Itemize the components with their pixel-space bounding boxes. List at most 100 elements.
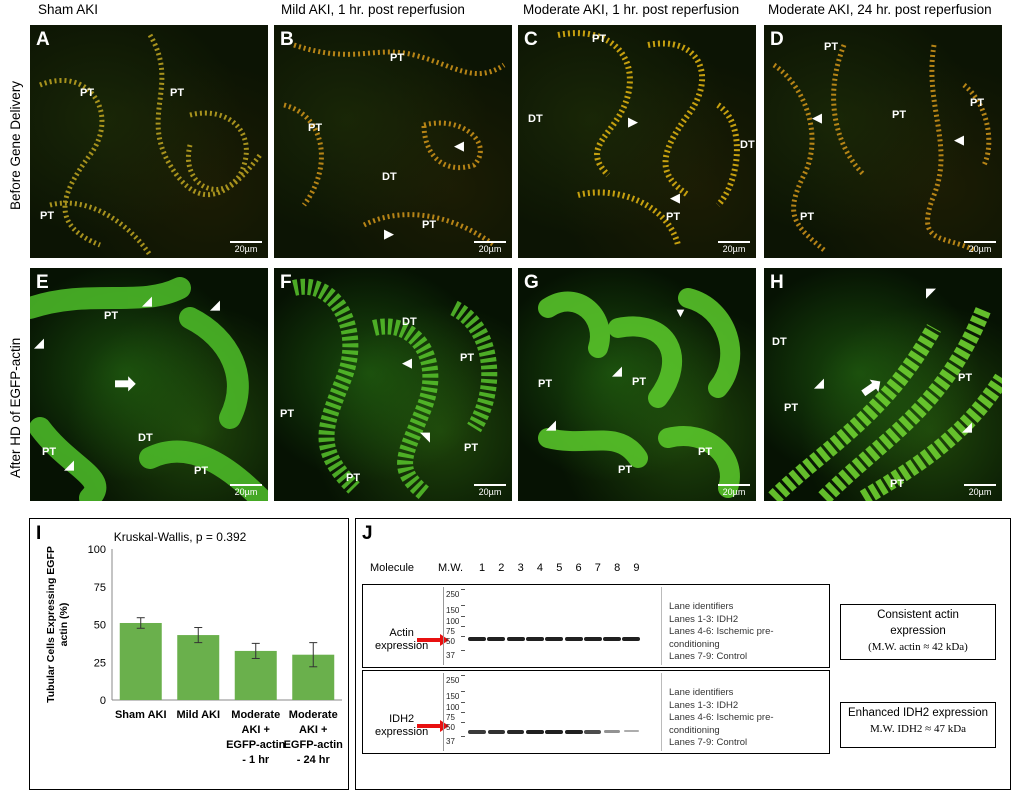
- tubule-outlines: [538, 288, 741, 498]
- mw-marker-label: 50: [446, 723, 455, 732]
- red-arrow-icon: [417, 720, 449, 732]
- blot-band: [506, 637, 525, 641]
- panel-i-chart-box: I Kruskal-Wallis, p = 0.392 0 25 50 75 100 Tub…: [29, 518, 349, 790]
- arrowhead-icon: ◢: [962, 419, 972, 434]
- blot-band: [468, 637, 486, 641]
- arrowhead-icon: ◢: [64, 457, 74, 472]
- tubule-label: DT: [528, 113, 543, 125]
- tubule-label: DT: [402, 316, 417, 328]
- mw-marker-label: 100: [446, 617, 460, 626]
- tubule-label: PT: [80, 87, 95, 99]
- panel-letter: G: [524, 272, 539, 293]
- micrograph-panel-f: F DT PT PT PT PT ◀ ◥ 20µm: [274, 268, 512, 501]
- mw-marker-label: 37: [446, 737, 455, 746]
- mw-tick: [461, 722, 465, 723]
- blot-band: [584, 730, 602, 734]
- tubule-label: PT: [824, 41, 839, 53]
- mw-marker-label: 150: [446, 606, 460, 615]
- blot-band: [468, 730, 486, 734]
- tubule-outlines: [283, 42, 506, 248]
- bar: [119, 622, 162, 700]
- bar: [234, 650, 277, 700]
- mw-marker-label: 75: [446, 713, 455, 722]
- y-tick-label: 75: [94, 582, 106, 594]
- mw-marker-label: 250: [446, 590, 460, 599]
- ladder-divider: [443, 673, 444, 751]
- arrowhead-icon: ▼: [674, 305, 687, 320]
- panel-letter: J: [362, 523, 373, 544]
- x-tick-label: Sham AKI: [115, 709, 167, 721]
- panel-letter: B: [280, 29, 294, 50]
- tubule-label: PT: [892, 109, 907, 121]
- blot-band: [583, 637, 602, 641]
- lane-number: 3: [517, 562, 524, 574]
- mw-marker-label: 150: [446, 692, 460, 701]
- scale-bar: 20µm: [230, 484, 262, 497]
- red-arrow-icon: [417, 634, 449, 646]
- tubule-label: DT: [382, 171, 397, 183]
- mw-tick: [461, 616, 465, 617]
- arrowhead-icon: ▶: [628, 114, 638, 129]
- lane-number: 7: [594, 562, 601, 574]
- mw-tick: [461, 605, 465, 606]
- tubule-label: PT: [592, 33, 607, 45]
- arrowhead-icon: ◤: [926, 285, 936, 300]
- x-tick-label: Mild AKI: [176, 709, 220, 721]
- micrograph-panel-e: E PT DT PT PT ◢ ◢ ◢ ◢ ➡ 20µm: [30, 268, 268, 501]
- arrowhead-icon: ◢: [612, 363, 622, 378]
- arrowhead-icon: ◀: [670, 190, 680, 205]
- blot-band: [604, 730, 620, 733]
- tubule-label: PT: [970, 97, 985, 109]
- arrowhead-icon: ◢: [34, 335, 44, 350]
- mw-tick: [461, 691, 465, 692]
- lane-legend: Lane identifiers Lanes 1-3: IDH2 Lanes 4-6…: [669, 601, 774, 662]
- blot-band: [564, 730, 583, 734]
- x-tick-label: Moderate AKI + EGFP-actin - 24 hr: [284, 709, 344, 766]
- y-tick-label: 50: [94, 620, 106, 632]
- mw-header: M.W.: [438, 562, 464, 574]
- arrowhead-icon: ◀: [954, 132, 964, 147]
- tubule-label: PT: [280, 408, 295, 420]
- y-tick-label: 100: [88, 544, 106, 556]
- tubule-label: PT: [618, 464, 633, 476]
- tubule-label: PT: [40, 210, 55, 222]
- column-header-moderate-1hr: Moderate AKI, 1 hr. post reperfusion: [523, 2, 740, 17]
- mw-tick: [461, 636, 465, 637]
- lane-number: 8: [614, 562, 621, 574]
- result-note: Enhanced IDH2 expression M.W. IDH2 ≈ 47 k…: [840, 702, 996, 748]
- blot-band: [545, 730, 564, 734]
- mw-tick: [461, 702, 465, 703]
- blot-band: [624, 730, 639, 733]
- arrowhead-icon: ◢: [814, 375, 824, 390]
- tubule-outlines: [39, 33, 262, 257]
- lane-number: 9: [633, 562, 640, 574]
- arrowhead-icon: ▶: [384, 226, 394, 241]
- micrograph-panel-c: C PT DT DT PT ▶ ◀ 20µm: [518, 25, 756, 258]
- tubule-label: PT: [308, 122, 323, 134]
- tubule-label: PT: [632, 376, 647, 388]
- tubule-label: DT: [772, 336, 787, 348]
- blot-band: [525, 730, 544, 734]
- molecule-header: Molecule: [370, 562, 415, 574]
- mw-tick: [461, 626, 465, 627]
- blot-box: IDH2 expression 250 150 100 75 50 37 Lane identi…: [362, 670, 830, 754]
- arrowhead-icon: ◢: [142, 293, 152, 308]
- tubule-outlines: [557, 30, 740, 246]
- tubule-label: PT: [538, 378, 553, 390]
- lane-number: 4: [536, 562, 544, 574]
- arrowhead-icon: ◀: [454, 138, 464, 153]
- mw-tick: [461, 650, 465, 651]
- mw-tick: [461, 736, 465, 737]
- tubule-label: PT: [170, 87, 185, 99]
- lane-number: 1: [479, 562, 486, 574]
- scale-bar: 20µm: [474, 241, 506, 254]
- micrograph-panel-a: A PT PT PT 20µm: [30, 25, 268, 258]
- panel-letter: D: [770, 29, 784, 50]
- tubule-label: PT: [666, 211, 681, 223]
- micrograph-panel-g: G PT PT PT PT ▼ ◢ ◢ 20µm: [518, 268, 756, 501]
- micrograph-panel-h: H DT PT PT PT ◤ ◢ ◢ ➡ 20µm: [764, 268, 1002, 501]
- blot-band: [487, 730, 506, 734]
- micrograph-panel-b: B PT PT DT PT ◀ ▶ 20µm: [274, 25, 512, 258]
- tubule-label: PT: [784, 402, 799, 414]
- arrowhead-icon: ◀: [402, 355, 412, 370]
